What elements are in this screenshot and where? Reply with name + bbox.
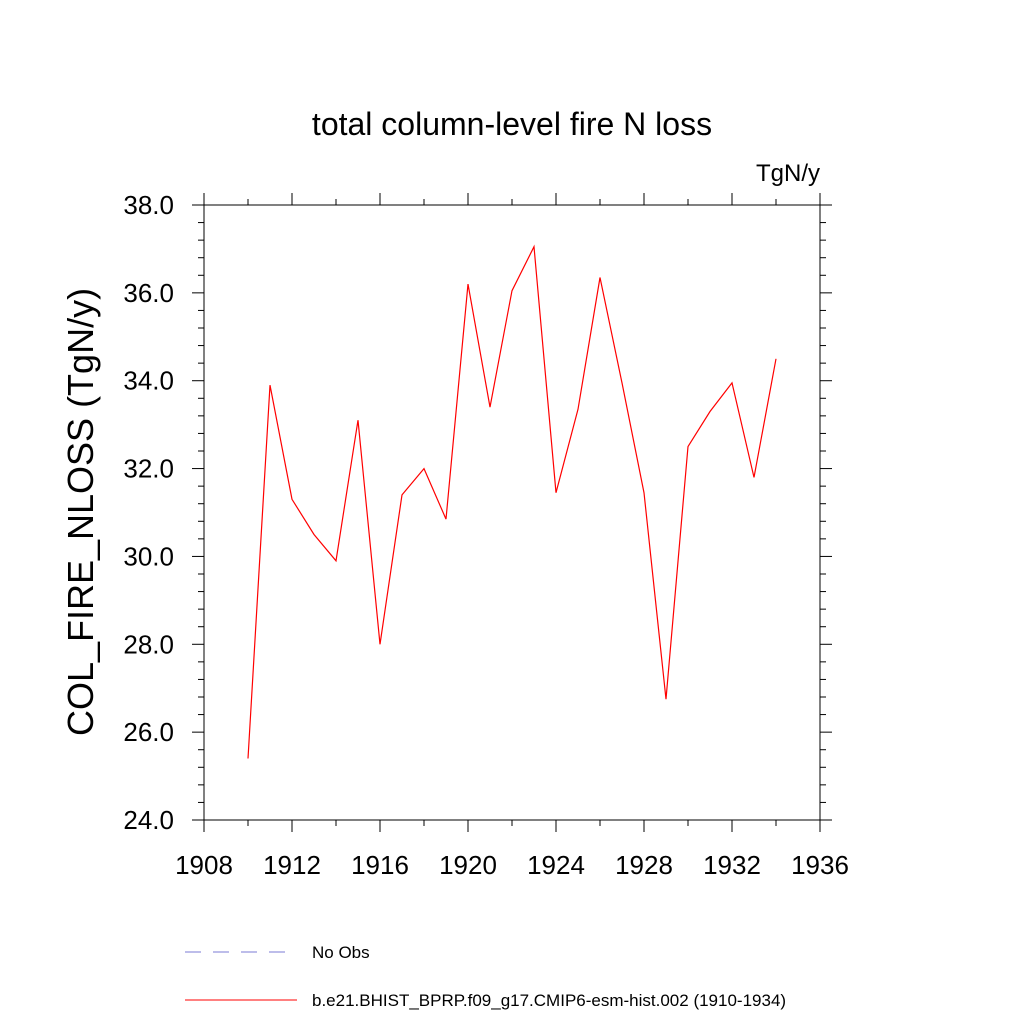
x-tick-label: 1928 (615, 850, 673, 880)
y-tick-label: 34.0 (123, 366, 174, 396)
x-tick-label: 1924 (527, 850, 585, 880)
x-tick-label: 1912 (263, 850, 321, 880)
y-axis-label: COL_FIRE_NLOSS (TgN/y) (60, 288, 101, 736)
y-tick-label: 26.0 (123, 717, 174, 747)
chart-title: total column-level fire N loss (312, 106, 712, 142)
y-tick-label: 32.0 (123, 454, 174, 484)
y-tick-label: 30.0 (123, 541, 174, 571)
legend-label: No Obs (312, 943, 370, 962)
y-tick-label: 36.0 (123, 278, 174, 308)
series-layer (247, 244, 777, 759)
y-tick-label: 28.0 (123, 629, 174, 659)
axis-ticks: 1908 1912 1916 1920 1924 1928 1932 1936 24.0 26.0… (123, 190, 849, 880)
units-label: TgN/y (756, 160, 820, 187)
x-tick-label: 1920 (439, 850, 497, 880)
x-tick-label: 1932 (703, 850, 761, 880)
plot-frame (203, 204, 821, 821)
y-tick-label: 24.0 (123, 805, 174, 835)
series-line (247, 244, 777, 759)
y-tick-label: 38.0 (123, 190, 174, 220)
x-tick-label: 1916 (351, 850, 409, 880)
x-tick-label: 1908 (175, 850, 233, 880)
x-tick-label: 1936 (791, 850, 849, 880)
legend-label: b.e21.BHIST_BPRP.f09_g17.CMIP6-esm-hist.… (312, 991, 786, 1010)
legend: No Obs b.e21.BHIST_BPRP.f09_g17.CMIP6-esm… (185, 943, 786, 1010)
